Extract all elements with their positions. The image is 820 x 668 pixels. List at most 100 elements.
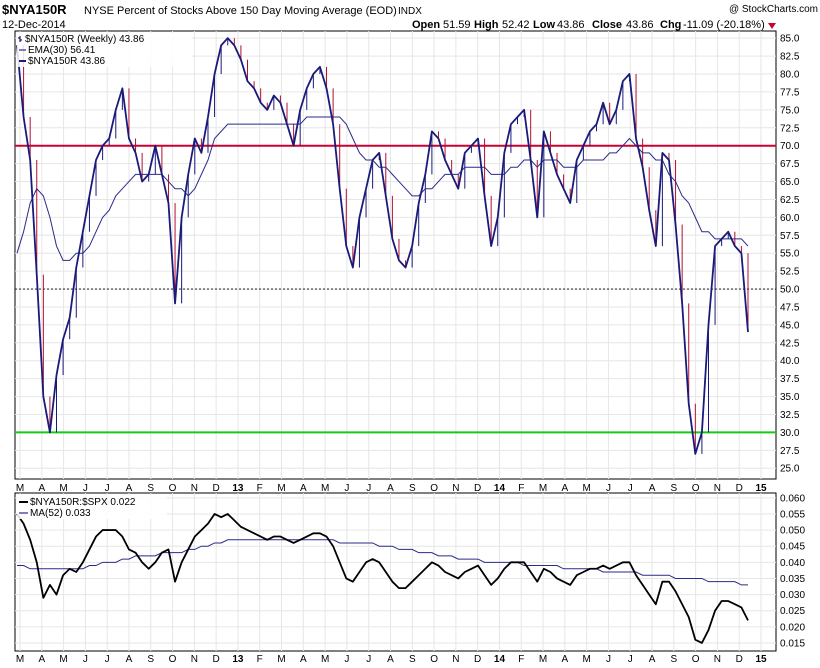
x-tick-label: M xyxy=(539,654,547,665)
x-tick-label: D xyxy=(213,654,220,665)
x-tick-label: M xyxy=(16,483,24,494)
x-tick-label: J xyxy=(628,654,633,665)
y-tick-label: 0.025 xyxy=(780,606,805,617)
y-tick-label: 52.5 xyxy=(780,267,800,278)
x-tick-label: M xyxy=(277,654,285,665)
legend-item-weekly: $NYA150R (Weekly) 43.86 xyxy=(25,34,145,45)
chg-label: Chg xyxy=(660,19,681,31)
y-tick-label: 57.5 xyxy=(780,231,800,242)
x-tick-label: A xyxy=(126,654,133,665)
x-tick-label: A xyxy=(387,654,394,665)
ratio-panel xyxy=(14,492,777,652)
price-x-ticks: M A M J J A S O N D 13 F M A M J J A S O N D 14 F M A M J J A S O N D 15 xyxy=(16,483,767,494)
x-tick-label: J xyxy=(83,483,88,494)
x-tick-label: J xyxy=(83,654,88,665)
close-label: Close xyxy=(592,19,622,31)
x-tick-label: M xyxy=(582,483,590,494)
y-tick-label: 0.015 xyxy=(780,638,805,649)
close-line xyxy=(16,37,749,455)
x-tick-label: O xyxy=(430,654,438,665)
ohlc-bar-icon xyxy=(18,36,22,42)
down-arrow-icon xyxy=(768,23,776,29)
x-tick-label: O xyxy=(692,483,700,494)
ratio-grid xyxy=(15,493,776,651)
x-tick-label: A xyxy=(300,654,307,665)
legend-item-ratio: $NYA150R:$SPX 0.022 xyxy=(30,497,136,508)
x-tick-label: A xyxy=(126,483,133,494)
open-value: 51.59 xyxy=(443,19,471,31)
low-value: 43.86 xyxy=(557,19,585,31)
x-tick-label: F xyxy=(518,483,524,494)
y-tick-label: 75.0 xyxy=(780,105,800,116)
x-tick-label: F xyxy=(518,654,524,665)
x-tick-label: M xyxy=(321,483,329,494)
y-tick-label: 62.5 xyxy=(780,195,800,206)
x-tick-label: S xyxy=(409,654,416,665)
x-tick-label: F xyxy=(257,483,263,494)
x-tick-label: D xyxy=(213,483,220,494)
x-tick-label: A xyxy=(387,483,394,494)
y-tick-label: 70.0 xyxy=(780,141,800,152)
x-tick-label: N xyxy=(191,483,198,494)
x-tick-label: M xyxy=(321,654,329,665)
x-tick-label: J xyxy=(105,483,110,494)
x-tick-label: N xyxy=(452,654,459,665)
y-tick-label: 37.5 xyxy=(780,374,800,385)
y-tick-label: 0.035 xyxy=(780,574,805,585)
x-tick-label: 15 xyxy=(755,654,767,665)
x-tick-label: J xyxy=(366,483,371,494)
x-tick-label: 13 xyxy=(232,654,244,665)
x-tick-label: S xyxy=(147,483,154,494)
x-tick-label: J xyxy=(366,654,371,665)
x-tick-label: M xyxy=(582,654,590,665)
y-tick-label: 25.0 xyxy=(780,464,800,475)
price-legend: $NYA150R (Weekly) 43.86 EMA(30) 56.41 $N… xyxy=(17,33,192,67)
x-tick-label: N xyxy=(714,483,721,494)
open-label: Open xyxy=(412,19,440,31)
x-tick-label: M xyxy=(277,483,285,494)
x-tick-label: S xyxy=(670,483,677,494)
y-tick-label: 0.045 xyxy=(780,542,805,553)
y-tick-label: 47.5 xyxy=(780,302,800,313)
y-tick-label: 82.5 xyxy=(780,52,800,63)
chart-symbol: $NYA150R xyxy=(2,2,67,17)
x-tick-label: O xyxy=(430,483,438,494)
x-tick-label: J xyxy=(606,483,611,494)
x-tick-label: A xyxy=(562,483,569,494)
y-tick-label: 0.040 xyxy=(780,558,805,569)
x-tick-label: N xyxy=(452,483,459,494)
ema-line xyxy=(16,116,749,261)
x-tick-label: M xyxy=(59,654,67,665)
x-tick-label: 14 xyxy=(494,654,506,665)
x-tick-label: D xyxy=(474,483,481,494)
price-y-ticks: 85.0 82.5 80.0 77.5 75.0 72.5 70.0 67.5 65.0 62.5… xyxy=(780,34,800,475)
y-tick-label: 65.0 xyxy=(780,177,800,188)
x-tick-label: 13 xyxy=(232,483,244,494)
x-tick-label: D xyxy=(474,654,481,665)
y-tick-label: 27.5 xyxy=(780,446,800,457)
reference-lines xyxy=(15,144,776,434)
y-tick-label: 50.0 xyxy=(780,285,800,296)
y-tick-label: 0.020 xyxy=(780,622,805,633)
y-tick-label: 45.0 xyxy=(780,320,800,331)
y-tick-label: 85.0 xyxy=(780,34,800,45)
chart-exchange: INDX xyxy=(398,6,422,17)
y-tick-label: 77.5 xyxy=(780,87,800,98)
x-tick-label: A xyxy=(38,654,45,665)
x-tick-label: A xyxy=(649,654,656,665)
y-tick-label: 42.5 xyxy=(780,338,800,349)
ratio-legend: $NYA150R:$SPX 0.022 MA(52) 0.033 xyxy=(17,495,167,519)
x-tick-label: A xyxy=(649,483,656,494)
x-tick-label: O xyxy=(169,654,177,665)
y-tick-label: 0.030 xyxy=(780,590,805,601)
x-tick-label: M xyxy=(539,483,547,494)
y-tick-label: 67.5 xyxy=(780,159,800,170)
ratio-line xyxy=(16,513,749,644)
x-tick-label: S xyxy=(409,483,416,494)
x-tick-label: 15 xyxy=(755,483,767,494)
x-tick-label: A xyxy=(300,483,307,494)
y-tick-label: 55.0 xyxy=(780,249,800,260)
legend-item-close: $NYA150R 43.86 xyxy=(28,56,106,67)
watermark: @ StockCharts.com xyxy=(729,4,818,15)
x-tick-label: J xyxy=(344,654,349,665)
